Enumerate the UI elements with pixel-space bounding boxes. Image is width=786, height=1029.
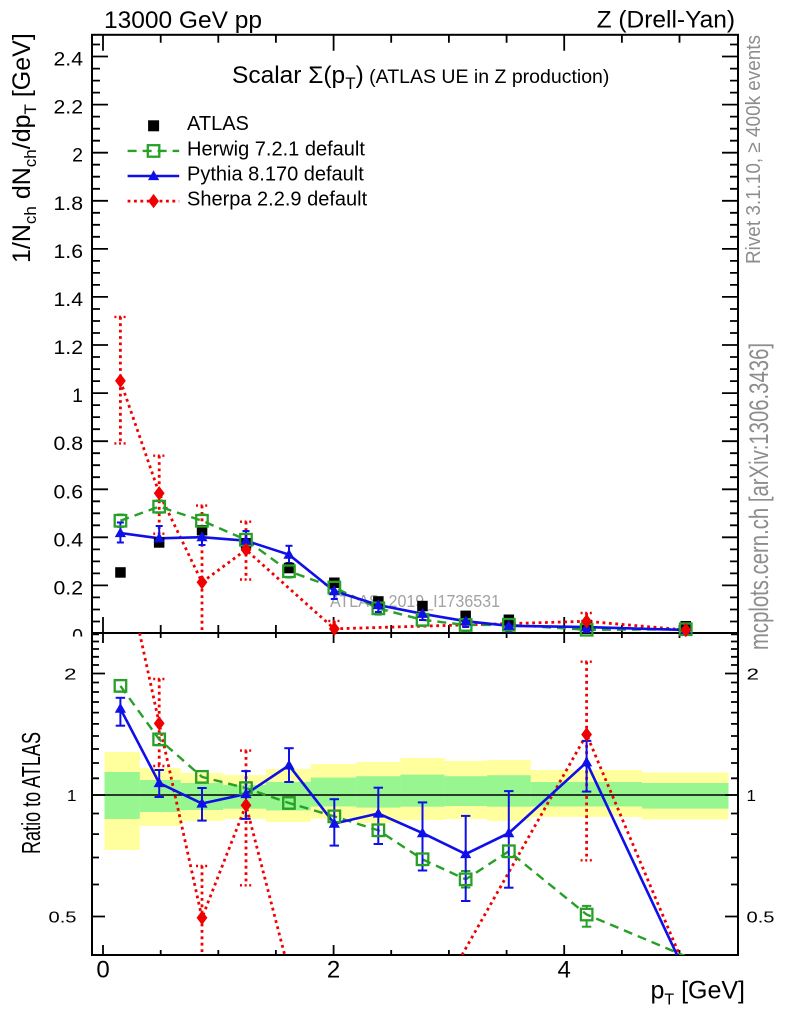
svg-text:2.4: 2.4 <box>54 49 84 71</box>
svg-text:0: 0 <box>96 957 109 984</box>
svg-text:Pythia 8.170 default: Pythia 8.170 default <box>187 163 364 185</box>
svg-text:2: 2 <box>747 667 760 684</box>
svg-text:1: 1 <box>747 788 757 805</box>
svg-text:Scalar Σ(pT) (ATLAS UE in Z pr: Scalar Σ(pT) (ATLAS UE in Z production) <box>232 62 609 93</box>
svg-text:0.4: 0.4 <box>54 529 84 551</box>
svg-text:1.6: 1.6 <box>54 241 84 263</box>
svg-text:Ratio to ATLAS: Ratio to ATLAS <box>16 732 46 854</box>
svg-text:1.8: 1.8 <box>54 193 84 215</box>
svg-text:0.8: 0.8 <box>54 433 84 455</box>
svg-text:Sherpa 2.2.9 default: Sherpa 2.2.9 default <box>187 189 368 211</box>
svg-text:2: 2 <box>327 957 340 984</box>
svg-text:ATLAS_2019_I1736531: ATLAS_2019_I1736531 <box>330 591 500 612</box>
svg-text:1/Nch dNch/dpT [GeV]: 1/Nch dNch/dpT [GeV] <box>8 33 40 263</box>
svg-text:1.4: 1.4 <box>54 289 84 311</box>
svg-text:13000 GeV pp: 13000 GeV pp <box>104 7 262 34</box>
svg-text:ATLAS: ATLAS <box>187 113 249 135</box>
svg-text:mcplots.cern.ch [arXiv:1306.34: mcplots.cern.ch [arXiv:1306.3436] <box>744 343 774 650</box>
svg-text:Rivet 3.1.10, ≥ 400k events: Rivet 3.1.10, ≥ 400k events <box>743 35 765 264</box>
svg-text:2.2: 2.2 <box>54 97 84 119</box>
svg-text:1: 1 <box>67 788 77 805</box>
svg-text:2: 2 <box>72 145 83 167</box>
svg-text:1: 1 <box>72 385 83 407</box>
svg-text:0.5: 0.5 <box>747 910 775 927</box>
svg-text:4: 4 <box>558 957 571 984</box>
svg-text:0: 0 <box>72 626 83 648</box>
svg-text:0.2: 0.2 <box>54 577 84 599</box>
svg-text:1.2: 1.2 <box>54 337 84 359</box>
svg-text:2: 2 <box>64 667 77 684</box>
svg-text:Z (Drell-Yan): Z (Drell-Yan) <box>597 7 735 34</box>
svg-text:0.6: 0.6 <box>54 481 84 503</box>
svg-text:0.5: 0.5 <box>49 910 77 927</box>
svg-text:Herwig 7.2.1 default: Herwig 7.2.1 default <box>187 138 365 160</box>
